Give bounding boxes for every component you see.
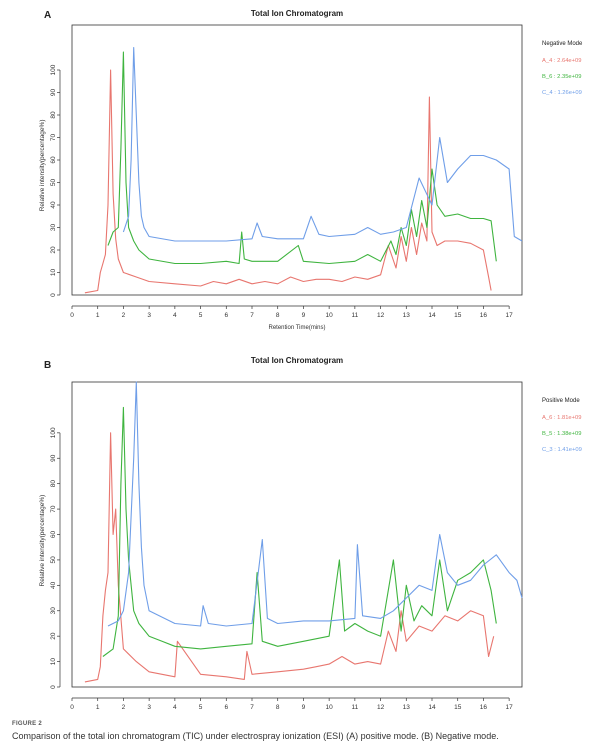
- x-tick-label: 9: [302, 704, 306, 711]
- plot-frame: [71, 381, 523, 688]
- y-tick-label: 30: [50, 224, 57, 232]
- y-tick-label: 70: [50, 134, 57, 142]
- x-tick-label: 0: [70, 704, 74, 711]
- x-tick-label: 4: [173, 704, 177, 711]
- y-tick-label: 60: [50, 156, 57, 164]
- x-tick-label: 14: [428, 704, 436, 711]
- y-tick-label: 10: [50, 269, 57, 277]
- legend-entry: C_4 : 1.26e+09: [542, 90, 582, 96]
- x-tick-label: 16: [480, 312, 488, 319]
- y-tick-label: 50: [50, 556, 57, 564]
- chart-panel-b: B Total Ion Chromatogram 0 10 20 30 40 50 60 70 80…: [0, 350, 600, 730]
- x-tick-label: 13: [403, 312, 411, 319]
- x-tick-label: 10: [326, 704, 334, 711]
- x-tick-label: 12: [377, 312, 385, 319]
- x-tick-label: 7: [250, 312, 254, 319]
- y-tick-label: 10: [50, 658, 57, 666]
- x-tick-label: 2: [122, 312, 126, 319]
- panel-letter: A: [44, 10, 51, 21]
- x-tick-label: 5: [199, 312, 203, 319]
- y-tick-label: 0: [50, 293, 57, 297]
- legend-title: Positive Mode: [542, 398, 580, 404]
- x-tick-label: 0: [70, 312, 74, 319]
- y-tick-label: 20: [50, 246, 57, 254]
- chart-title: Total Ion Chromatogram: [251, 356, 343, 365]
- y-tick-label: 60: [50, 531, 57, 539]
- x-tick-label: 17: [506, 312, 514, 319]
- y-tick-label: 100: [50, 64, 57, 75]
- y-tick-label: 70: [50, 505, 57, 513]
- legend-entry: B_6 : 2.35e+09: [542, 74, 582, 80]
- x-tick-label: 6: [224, 312, 228, 319]
- y-tick-label: 20: [50, 632, 57, 640]
- series-line-2: [107, 51, 497, 265]
- x-tick-label: 8: [276, 704, 280, 711]
- x-tick-label: 1: [96, 704, 100, 711]
- y-tick-label: 90: [50, 454, 57, 462]
- series-line-3: [122, 46, 523, 242]
- y-tick-label: 30: [50, 607, 57, 615]
- x-tick-label: 16: [480, 704, 488, 711]
- x-tick-label: 14: [428, 312, 436, 319]
- y-tick-label: 50: [50, 179, 57, 187]
- legend-entry: C_3 : 1.41e+09: [542, 447, 582, 453]
- plot-frame: [71, 24, 523, 296]
- x-tick-label: 17: [506, 704, 514, 711]
- chart-title: Total Ion Chromatogram: [251, 9, 343, 18]
- series-line-1: [84, 432, 495, 683]
- x-tick-label: 15: [454, 704, 462, 711]
- legend-entry: B_5 : 1.38e+09: [542, 431, 582, 437]
- x-tick-label: 15: [454, 312, 462, 319]
- figure-caption: Comparison of the total ion chromatogram…: [12, 731, 499, 741]
- chart-panel-a: A Total Ion Chromatogram 0 10 20 30 40 50 60 70 80…: [0, 0, 600, 345]
- y-tick-label: 40: [50, 201, 57, 209]
- y-tick-label: 0: [50, 685, 57, 689]
- legend-entry: A_4 : 2.64e+09: [542, 58, 582, 64]
- x-tick-label: 6: [224, 704, 228, 711]
- x-tick-label: 7: [250, 704, 254, 711]
- x-tick-label: 12: [377, 704, 385, 711]
- legend-title: Negative Mode: [542, 41, 583, 47]
- x-tick-label: 3: [147, 312, 151, 319]
- series-line-1: [84, 69, 492, 294]
- x-tick-label: 1: [96, 312, 100, 319]
- chart-a: A Total Ion Chromatogram01020304050607080…: [39, 9, 583, 331]
- series-line-3: [107, 381, 523, 627]
- y-tick-label: 90: [50, 89, 57, 97]
- x-tick-label: 2: [122, 704, 126, 711]
- panel-letter: B: [44, 360, 51, 371]
- x-tick-label: 13: [403, 704, 411, 711]
- x-tick-label: 10: [326, 312, 334, 319]
- x-tick-label: 11: [351, 312, 358, 319]
- figure-label: FIGURE 2: [12, 721, 43, 727]
- y-tick-label: 80: [50, 111, 57, 119]
- series-line-2: [102, 406, 497, 657]
- y-axis-label: Relative intensity(percentage%): [39, 495, 46, 587]
- x-tick-label: 11: [351, 704, 358, 711]
- y-axis-label: Relative intensity(percentage%): [39, 120, 46, 212]
- legend-entry: A_6 : 1.81e+09: [542, 415, 582, 421]
- x-tick-label: 4: [173, 312, 177, 319]
- x-tick-label: 5: [199, 704, 203, 711]
- y-tick-label: 100: [50, 427, 57, 438]
- x-tick-label: 8: [276, 312, 280, 319]
- chart-b: B Total Ion Chromatogram01020304050607080…: [39, 356, 582, 711]
- figure-caption-block: FIGURE 2 Comparison of the total ion chr…: [12, 721, 592, 741]
- x-axis-label: Retention Time(mins): [268, 325, 325, 331]
- y-tick-label: 80: [50, 480, 57, 488]
- y-tick-label: 40: [50, 581, 57, 589]
- x-tick-label: 9: [302, 312, 306, 319]
- x-tick-label: 3: [147, 704, 151, 711]
